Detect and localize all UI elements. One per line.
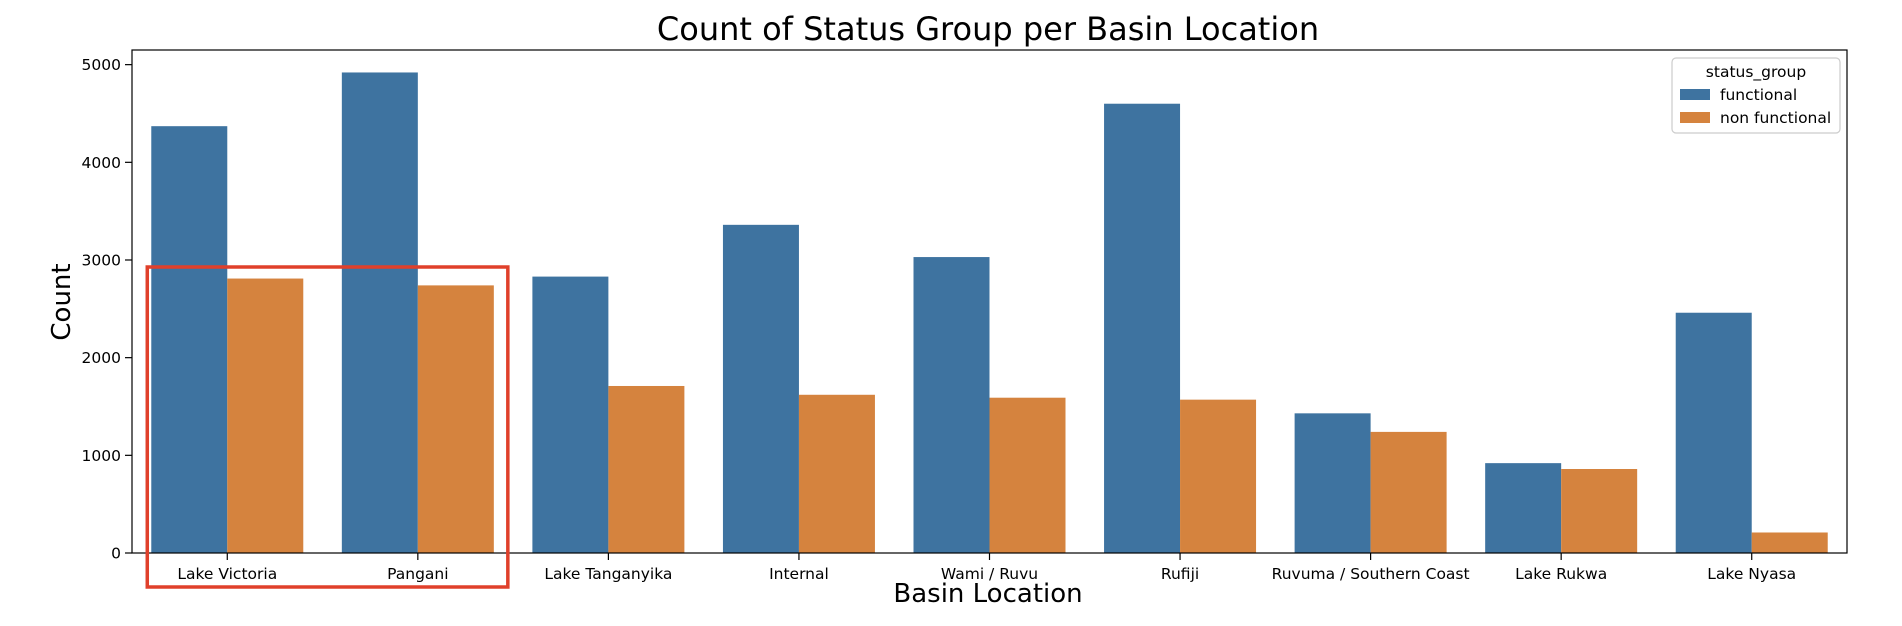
y-tick-label: 4000: [82, 154, 121, 172]
bar-non-functional-0: [227, 278, 304, 553]
y-axis-label: Count: [47, 263, 77, 340]
legend-label-functional: functional: [1720, 86, 1797, 104]
x-tick-label: Lake Rukwa: [1515, 565, 1607, 583]
bar-functional-8: [1675, 312, 1752, 553]
bar-non-functional-7: [1561, 469, 1638, 553]
x-tick-label: Rufiji: [1161, 565, 1199, 583]
bar-functional-2: [532, 276, 609, 553]
legend-title: status_group: [1706, 63, 1806, 82]
y-tick-label: 2000: [82, 349, 121, 367]
x-tick-label: Internal: [769, 565, 829, 583]
y-tick-label: 5000: [82, 56, 121, 74]
highlight-box: [145, 265, 510, 589]
chart-title: Count of Status Group per Basin Location: [657, 10, 1319, 48]
y-axis: 0 1000 2000 3000 4000 5000: [82, 56, 132, 563]
bar-non-functional-8: [1751, 532, 1828, 553]
y-tick-label: 0: [111, 545, 121, 563]
bar-non-functional-5: [1180, 399, 1257, 553]
x-tick-label: Lake Victoria: [177, 565, 277, 583]
x-tick-label: Lake Tanganyika: [544, 565, 672, 583]
plot-frame: [131, 49, 1848, 554]
bar-functional-3: [722, 224, 799, 553]
legend-swatch-non-functional: [1680, 112, 1710, 123]
bar-functional-0: [151, 126, 228, 553]
y-tick-label: 3000: [82, 251, 121, 269]
x-tick-label: Ruvuma / Southern Coast: [1272, 565, 1470, 583]
legend-frame: [1671, 57, 1841, 134]
bar-functional-7: [1485, 463, 1562, 553]
bar-functional-5: [1104, 103, 1181, 553]
x-axis: Lake Victoria Pangani Lake Tanganyika Inter…: [177, 553, 1796, 583]
x-tick-label: Lake Nyasa: [1707, 565, 1796, 583]
legend-label-non-functional: non functional: [1720, 109, 1831, 127]
bar-non-functional-1: [417, 285, 494, 553]
x-tick-label: Wami / Ruvu: [941, 565, 1038, 583]
legend-swatch-functional: [1680, 89, 1710, 100]
bar-non-functional-6: [1370, 431, 1447, 553]
bar-non-functional-2: [608, 385, 685, 553]
bar-functional-4: [913, 257, 990, 553]
bars-layer: [151, 72, 1828, 553]
bar-non-functional-3: [798, 394, 875, 553]
legend: status_group functional non functional: [1671, 57, 1841, 134]
x-axis-label: Basin Location: [893, 579, 1082, 609]
bar-non-functional-4: [989, 397, 1066, 553]
y-tick-label: 1000: [82, 447, 121, 465]
x-tick-label: Pangani: [387, 565, 448, 583]
bar-functional-6: [1294, 413, 1371, 553]
bar-functional-1: [341, 72, 418, 553]
